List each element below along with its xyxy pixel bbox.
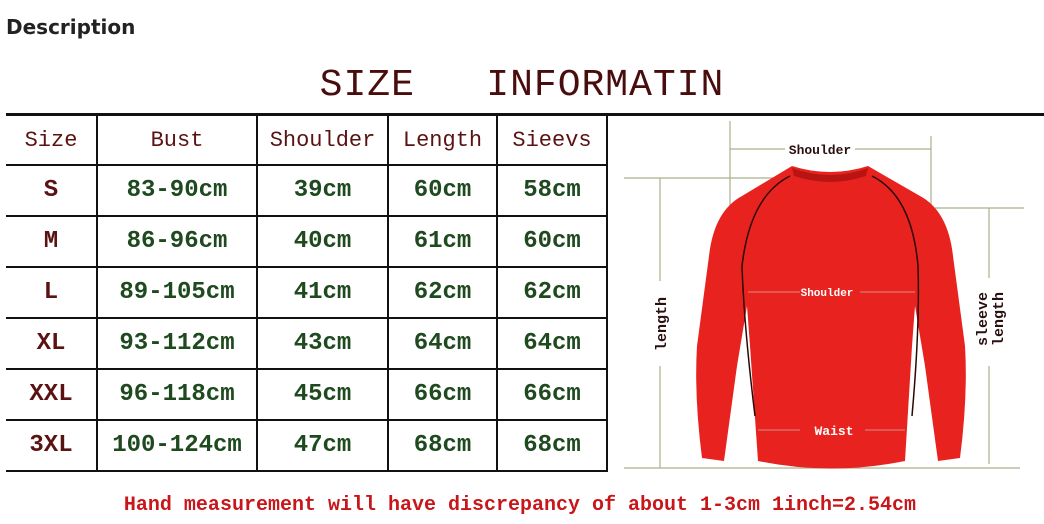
value-cell: 86-96cm — [96, 215, 258, 268]
size-cell: S — [6, 164, 98, 217]
value-cell: 40cm — [256, 215, 389, 268]
column-header: Bust — [96, 116, 258, 166]
measurement-note: Hand measurement will have discrepancy o… — [123, 494, 917, 517]
divider — [6, 113, 1044, 116]
value-cell: 62cm — [387, 266, 498, 319]
shirt-body — [696, 166, 966, 469]
value-cell: 66cm — [387, 368, 498, 421]
value-cell: 93-112cm — [96, 317, 258, 370]
size-cell: XL — [6, 317, 98, 370]
value-cell: 43cm — [256, 317, 389, 370]
table-row: 3XL 100-124cm 47cm 68cm 68cm — [6, 419, 608, 472]
value-cell: 64cm — [496, 317, 608, 370]
size-chart-title: SIZE INFORMATIN — [319, 64, 725, 107]
value-cell: 68cm — [496, 419, 608, 472]
table-row: S 83-90cm 39cm 60cm 58cm — [6, 164, 608, 217]
label-shoulder-top: Shoulder — [789, 143, 851, 158]
size-cell: XXL — [6, 368, 98, 421]
value-cell: 45cm — [256, 368, 389, 421]
value-cell: 47cm — [256, 419, 389, 472]
value-cell: 61cm — [387, 215, 498, 268]
value-cell: 64cm — [387, 317, 498, 370]
value-cell: 68cm — [387, 419, 498, 472]
value-cell: 96-118cm — [96, 368, 258, 421]
table-row: XXL 96-118cm 45cm 66cm 66cm — [6, 368, 608, 421]
table-header-row: Size Bust Shoulder Length Sieevs — [6, 116, 608, 166]
value-cell: 62cm — [496, 266, 608, 319]
size-cell: M — [6, 215, 98, 268]
column-header: Shoulder — [256, 116, 389, 166]
column-header: Length — [387, 116, 498, 166]
table-row: M 86-96cm 40cm 61cm 60cm — [6, 215, 608, 268]
label-shoulder-mid: Shoulder — [801, 288, 854, 300]
size-table: Size Bust Shoulder Length Sieevs S 83-90cm 39cm… — [6, 116, 608, 472]
label-waist: Waist — [814, 424, 853, 439]
value-cell: 41cm — [256, 266, 389, 319]
column-header: Sieevs — [496, 116, 608, 166]
value-cell: 66cm — [496, 368, 608, 421]
column-header: Size — [6, 116, 98, 166]
label-length: length — [654, 297, 671, 351]
table-row: L 89-105cm 41cm 62cm 62cm — [6, 266, 608, 319]
size-cell: 3XL — [6, 419, 98, 472]
label-sleeve-length: length — [991, 292, 1008, 346]
value-cell: 89-105cm — [96, 266, 258, 319]
value-cell: 60cm — [496, 215, 608, 268]
shirt-measurement-diagram: Shoulder Shoulder Waist length sleeve le… — [624, 121, 1024, 469]
value-cell: 58cm — [496, 164, 608, 217]
value-cell: 60cm — [387, 164, 498, 217]
size-cell: L — [6, 266, 98, 319]
value-cell: 100-124cm — [96, 419, 258, 472]
description-heading: Description — [6, 15, 136, 39]
label-sleeve: sleeve — [975, 292, 992, 346]
table-row: XL 93-112cm 43cm 64cm 64cm — [6, 317, 608, 370]
value-cell: 39cm — [256, 164, 389, 217]
value-cell: 83-90cm — [96, 164, 258, 217]
